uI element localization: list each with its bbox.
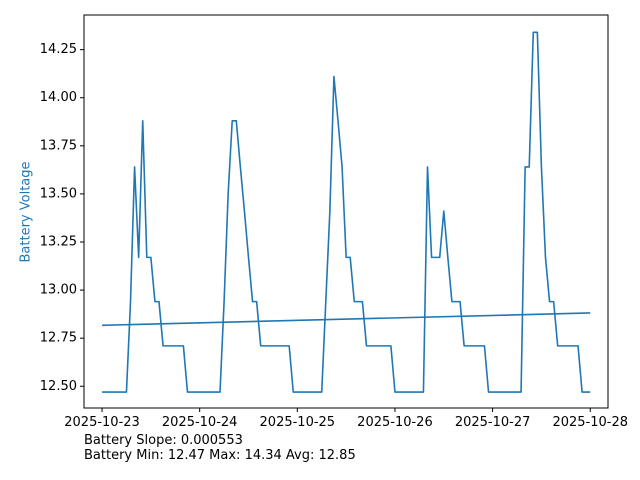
y-tick-label: 13.00: [40, 283, 77, 298]
plot-area: [83, 14, 609, 409]
x-tick-label: 2025-10-26: [357, 415, 433, 430]
plot-frame: [83, 14, 609, 409]
x-tick-label: 2025-10-23: [64, 415, 140, 430]
series-layer: [102, 31, 591, 393]
x-tick-label: 2025-10-25: [260, 415, 336, 430]
y-tick-label: 14.00: [40, 90, 77, 105]
stats-text: Battery Slope: 0.000553 Battery Min: 12.4…: [84, 433, 356, 463]
y-tick-label: 13.25: [40, 234, 77, 249]
y-tick-label: 13.50: [40, 186, 77, 201]
battery-slope-text: Battery Slope: 0.000553: [84, 433, 243, 448]
y-axis-label: Battery Voltage: [19, 161, 34, 262]
y-tick-label: 12.50: [40, 379, 77, 394]
x-axis: 2025-10-23 2025-10-24 2025-10-25 2025-10-26…: [64, 408, 628, 430]
x-tick-label: 2025-10-28: [552, 415, 628, 430]
x-tick-label: 2025-10-24: [162, 415, 238, 430]
battery-minmax-text: Battery Min: 12.47 Max: 14.34 Avg: 12.85: [84, 448, 356, 463]
y-axis: 12.50 12.75 13.00 13.25 13.50 13.75 14.00 14.25: [40, 42, 84, 394]
y-tick-label: 14.25: [40, 42, 77, 57]
y-tick-label: 12.75: [40, 331, 77, 346]
x-tick-label: 2025-10-27: [455, 415, 531, 430]
battery-voltage-line: [102, 31, 591, 393]
y-tick-label: 13.75: [40, 138, 77, 153]
battery-trend-line: [102, 312, 591, 327]
